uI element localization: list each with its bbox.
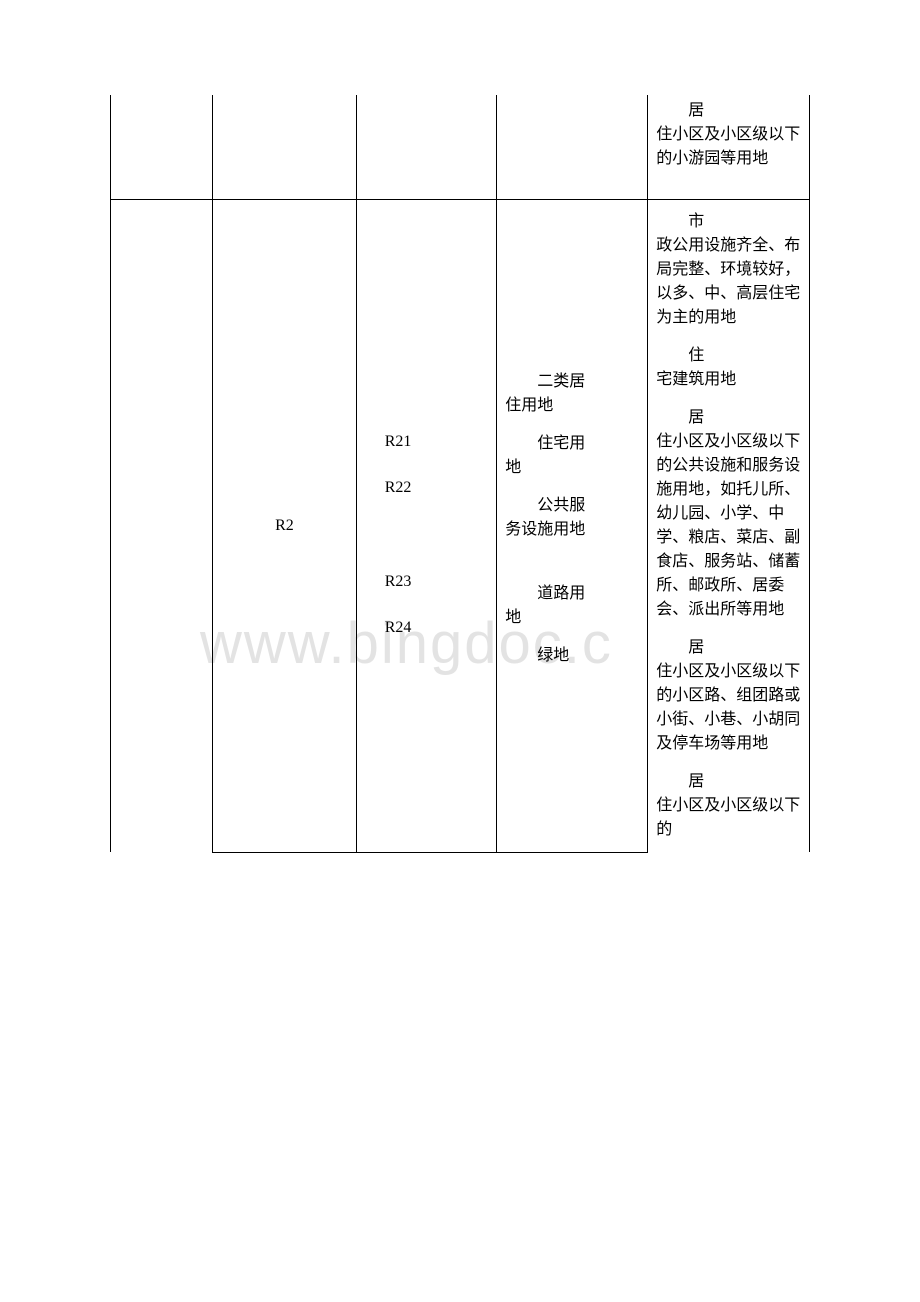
description-block: 市 政公用设施齐全、布局完整、环境较好，以多、中、高层住宅为主的用地 [656, 210, 801, 330]
cell-col4-row2: 二类居 住用地 住宅用 地 公共服 务设施用地 道路用 地 绿地 [497, 200, 648, 853]
desc-body: 政公用设施齐全、布局完整、环境较好，以多、中、高层住宅为主的用地 [656, 234, 801, 330]
cell-col5-row2: 市 政公用设施齐全、布局完整、环境较好，以多、中、高层住宅为主的用地 住 宅建筑… [648, 200, 810, 853]
label-first: 二类居 [505, 370, 639, 394]
desc-body: 住小区及小区级以下的 [656, 794, 801, 842]
desc-first: 居 [656, 770, 801, 794]
desc-body: 宅建筑用地 [656, 368, 801, 392]
cell-col2-row1 [213, 95, 357, 200]
type-label: 二类居 住用地 [505, 370, 639, 418]
description-block: 居 住小区及小区级以下的 [656, 770, 801, 842]
label-first: 道路用 [505, 582, 639, 606]
type-label: 住宅用 地 [505, 432, 639, 480]
desc-first: 住 [656, 344, 801, 368]
code-r21: R21 [385, 430, 488, 454]
description-block: 居 住小区及小区级以下的小区路、组团路或小街、小巷、小胡同及停车场等用地 [656, 636, 801, 756]
cell-col2-row2: R2 [213, 200, 357, 853]
desc-first: 市 [656, 210, 801, 234]
label-body: 住用地 [505, 397, 553, 414]
cell-col1-row2 [111, 200, 213, 853]
type-label: 绿地 [505, 644, 639, 668]
land-use-table: 居 住小区及小区级以下的小游园等用地 R2 R21 R22 R23 R24 二类… [110, 95, 810, 853]
label-first: 绿地 [505, 644, 639, 668]
cell-col5-row1: 居 住小区及小区级以下的小游园等用地 [648, 95, 810, 200]
desc-body: 住小区及小区级以下的小游园等用地 [656, 123, 801, 171]
desc-body: 住小区及小区级以下的小区路、组团路或小街、小巷、小胡同及停车场等用地 [656, 660, 801, 756]
code-r23: R23 [385, 570, 488, 594]
desc-first: 居 [656, 99, 801, 123]
description-block: 住 宅建筑用地 [656, 344, 801, 392]
label-body: 地 [505, 609, 521, 626]
description-block: 居 住小区及小区级以下的公共设施和服务设施用地，如托儿所、幼儿园、小学、中学、粮… [656, 406, 801, 622]
code-r24: R24 [385, 616, 488, 640]
desc-first: 居 [656, 406, 801, 430]
table-row: 居 住小区及小区级以下的小游园等用地 [111, 95, 810, 200]
label-first: 住宅用 [505, 432, 639, 456]
cell-col4-row1 [497, 95, 648, 200]
label-first: 公共服 [505, 494, 639, 518]
cell-col1-row1 [111, 95, 213, 200]
desc-first: 居 [656, 636, 801, 660]
table-row: R2 R21 R22 R23 R24 二类居 住用地 住宅用 地 公共服 务设施… [111, 200, 810, 853]
label-body: 地 [505, 459, 521, 476]
type-label: 公共服 务设施用地 [505, 494, 639, 542]
cell-col3-row1 [356, 95, 496, 200]
code-r2: R2 [275, 517, 294, 534]
desc-body: 住小区及小区级以下的公共设施和服务设施用地，如托儿所、幼儿园、小学、中学、粮店、… [656, 430, 801, 622]
code-r22: R22 [385, 476, 488, 500]
cell-col3-row2: R21 R22 R23 R24 [356, 200, 496, 853]
label-body: 务设施用地 [505, 521, 585, 538]
description-block: 居 住小区及小区级以下的小游园等用地 [656, 99, 801, 171]
type-label: 道路用 地 [505, 582, 639, 630]
